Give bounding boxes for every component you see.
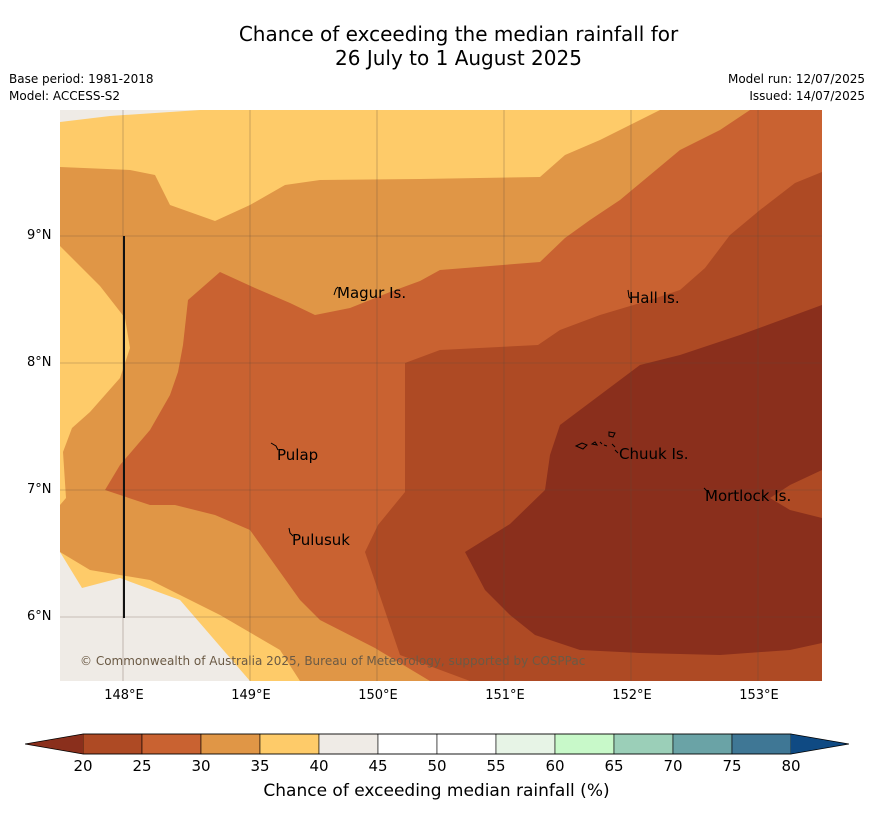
colorbar-segment	[731, 733, 792, 755]
map-area	[60, 110, 822, 681]
colorbar-tick-label: 20	[73, 757, 93, 775]
colorbar-segment	[436, 733, 497, 755]
base-period: Base period: 1981-2018	[9, 72, 154, 86]
colorbar-segment	[318, 733, 379, 755]
island-mortlock	[703, 487, 710, 494]
colorbar-segment	[554, 733, 615, 755]
colorbar-tick-label: 45	[368, 757, 388, 775]
lon-label-148e: 148°E	[104, 688, 144, 703]
zone-below-20	[465, 305, 822, 655]
colorbar-segment	[82, 733, 143, 755]
colorbar-segments	[82, 733, 792, 755]
island-pulusuk	[288, 527, 294, 537]
place-label-mortlock: Mortlock Is.	[705, 487, 792, 505]
colorbar-tick-label: 30	[191, 757, 211, 775]
lat-label-9n: 9°N	[27, 228, 52, 243]
place-label-pulusuk: Pulusuk	[292, 531, 350, 549]
lon-label-153e: 153°E	[739, 688, 779, 703]
meta-left: Base period: 1981-2018 Model: ACCESS-S2	[9, 71, 154, 105]
colorbar	[25, 733, 849, 755]
island-hall	[627, 289, 632, 300]
colorbar-segment	[613, 733, 674, 755]
colorbar-tick-label: 65	[604, 757, 624, 775]
issued-date: Issued: 14/07/2025	[749, 89, 865, 103]
island-pulap	[270, 442, 279, 451]
title-line-2: 26 July to 1 August 2025	[335, 46, 582, 70]
colorbar-tick-label: 70	[663, 757, 683, 775]
colorbar-outline	[25, 733, 849, 755]
chart-title: Chance of exceeding the median rainfall …	[0, 22, 873, 70]
colorbar-under-arrow	[25, 734, 83, 754]
colorbar-over-arrow	[791, 734, 849, 754]
colorbar-segment	[259, 733, 320, 755]
colorbar-tick-label: 35	[250, 757, 270, 775]
colorbar-segment	[141, 733, 202, 755]
island-magur	[333, 286, 339, 296]
lon-label-151e: 151°E	[485, 688, 525, 703]
islands	[270, 286, 710, 537]
lat-label-6n: 6°N	[27, 609, 52, 624]
colorbar-tick-label: 50	[427, 757, 447, 775]
lon-label-150e: 150°E	[358, 688, 398, 703]
colorbar-segment	[200, 733, 261, 755]
model-name: Model: ACCESS-S2	[9, 89, 121, 103]
lon-label-149e: 149°E	[231, 688, 271, 703]
colorbar-tick-label: 40	[309, 757, 329, 775]
colorbar-tick-label: 60	[545, 757, 565, 775]
lat-label-8n: 8°N	[27, 355, 52, 370]
colorbar-tick-label: 55	[486, 757, 506, 775]
colorbar-tick-label: 25	[132, 757, 152, 775]
colorbar-segment	[672, 733, 733, 755]
model-run: Model run: 12/07/2025	[727, 72, 865, 86]
title-line-1: Chance of exceeding the median rainfall …	[238, 22, 679, 46]
colorbar-segment	[377, 733, 438, 755]
meta-right: Model run: 12/07/2025 Issued: 14/07/2025	[728, 71, 865, 105]
copyright-notice: © Commonwealth of Australia 2025, Bureau…	[80, 654, 586, 668]
place-label-magur: Magur Is.	[337, 284, 407, 302]
lon-label-152e: 152°E	[612, 688, 652, 703]
place-label-chuuk: Chuuk Is.	[619, 445, 689, 463]
colorbar-label: Chance of exceeding median rainfall (%)	[263, 781, 610, 801]
colorbar-segment	[495, 733, 556, 755]
island-chuuk	[574, 431, 619, 454]
place-label-pulap: Pulap	[277, 446, 319, 464]
colorbar-tick-label: 75	[722, 757, 742, 775]
colorbar-tick-label: 80	[781, 757, 801, 775]
lat-label-7n: 7°N	[27, 482, 52, 497]
rainfall-map	[60, 110, 822, 681]
place-label-hall: Hall Is.	[629, 289, 680, 307]
